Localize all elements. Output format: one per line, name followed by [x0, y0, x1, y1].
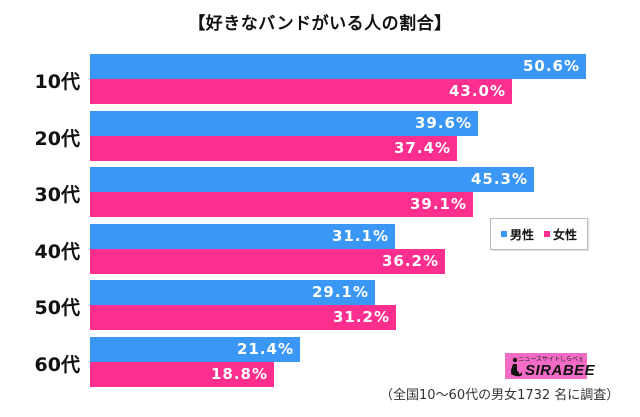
data-label: 18.8% [210, 364, 268, 383]
legend-swatch-female [544, 231, 550, 237]
data-label: 21.4% [236, 339, 294, 358]
data-label: 39.6% [414, 113, 472, 132]
bar-female: 18.8% [90, 361, 274, 387]
data-label: 45.3% [470, 170, 528, 188]
sirabee-i-icon [511, 357, 522, 377]
data-label: 39.1% [409, 195, 467, 213]
legend-item-male: 男性 [500, 226, 534, 243]
category-label: 20代 [34, 127, 80, 150]
category-label: 50代 [34, 297, 80, 319]
data-label: 43.0% [448, 82, 506, 100]
category-label: 40代 [34, 240, 80, 263]
category-label: 60代 [34, 353, 80, 376]
legend-label-male: 男性 [509, 227, 534, 242]
logo-brand: SIRABEE [525, 362, 596, 379]
data-label: 31.2% [332, 308, 390, 326]
bar-female: 37.4% [90, 135, 457, 161]
bar-female: 36.2% [90, 248, 445, 274]
bar-male: 31.1% [90, 223, 395, 249]
legend-swatch-male [500, 231, 507, 237]
logo-tagline: ニュースサイトしらべぇ [518, 356, 584, 363]
bar-male: 50.6% [90, 54, 586, 79]
data-label: 29.1% [311, 283, 369, 301]
bar-male: 21.4% [90, 336, 300, 362]
category-label: 10代 [34, 71, 80, 93]
data-label: 36.2% [381, 251, 439, 270]
bar-female: 39.1% [90, 192, 473, 217]
category-label: 30代 [34, 184, 80, 206]
legend-label-female: 女性 [553, 227, 578, 242]
bar-male: 29.1% [90, 280, 375, 305]
bar-male: 45.3% [90, 167, 534, 192]
data-label: 37.4% [393, 138, 451, 157]
survey-footnote: （全国10～60代の男女1732 名に調査） [380, 388, 620, 403]
bar-female: 43.0% [90, 79, 512, 104]
legend: 男性 女性 [490, 218, 588, 250]
sirabee-logo: ニュースサイトしらべぇ SIRABEE [505, 353, 595, 379]
data-label: 31.1% [331, 226, 389, 245]
chart-title: 【好きなバンドがいる人の割合】 [188, 14, 452, 34]
bar-female: 31.2% [90, 305, 396, 330]
legend-item-female: 女性 [544, 226, 577, 243]
data-label: 50.6% [522, 57, 580, 75]
bar-male: 39.6% [90, 110, 478, 136]
